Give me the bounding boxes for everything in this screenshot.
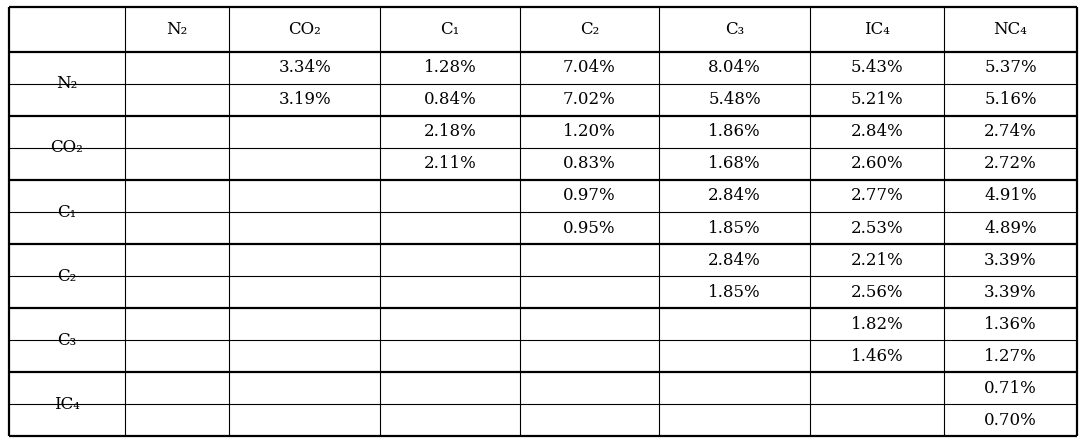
Text: N₂: N₂: [166, 21, 188, 38]
Text: 2.60%: 2.60%: [850, 155, 904, 172]
Text: 5.37%: 5.37%: [984, 59, 1037, 76]
Text: 2.84%: 2.84%: [708, 252, 761, 268]
Text: 2.77%: 2.77%: [850, 187, 904, 205]
Text: 5.43%: 5.43%: [850, 59, 904, 76]
Text: 8.04%: 8.04%: [708, 59, 761, 76]
Text: 0.97%: 0.97%: [564, 187, 616, 205]
Text: 2.84%: 2.84%: [850, 124, 904, 140]
Text: 1.27%: 1.27%: [984, 348, 1037, 365]
Text: 7.02%: 7.02%: [563, 91, 616, 109]
Text: C₁: C₁: [441, 21, 459, 38]
Text: 4.91%: 4.91%: [984, 187, 1037, 205]
Text: 5.21%: 5.21%: [850, 91, 904, 109]
Text: 0.95%: 0.95%: [564, 220, 616, 237]
Text: C₁: C₁: [58, 203, 76, 221]
Text: 3.39%: 3.39%: [984, 284, 1037, 301]
Text: 1.85%: 1.85%: [708, 220, 761, 237]
Text: 2.18%: 2.18%: [424, 124, 477, 140]
Text: N₂: N₂: [56, 75, 77, 92]
Text: C₃: C₃: [725, 21, 744, 38]
Text: C₂: C₂: [580, 21, 599, 38]
Text: 2.56%: 2.56%: [850, 284, 904, 301]
Text: CO₂: CO₂: [50, 140, 84, 156]
Text: 3.19%: 3.19%: [279, 91, 331, 109]
Text: IC₄: IC₄: [54, 396, 79, 413]
Text: 0.84%: 0.84%: [424, 91, 477, 109]
Text: CO₂: CO₂: [289, 21, 321, 38]
Text: 2.84%: 2.84%: [708, 187, 761, 205]
Text: 2.74%: 2.74%: [984, 124, 1037, 140]
Text: 2.72%: 2.72%: [984, 155, 1037, 172]
Text: 2.53%: 2.53%: [850, 220, 904, 237]
Text: IC₄: IC₄: [864, 21, 889, 38]
Text: 3.34%: 3.34%: [278, 59, 331, 76]
Text: 1.86%: 1.86%: [708, 124, 761, 140]
Text: 1.46%: 1.46%: [850, 348, 904, 365]
Text: 1.68%: 1.68%: [708, 155, 761, 172]
Text: 1.28%: 1.28%: [424, 59, 477, 76]
Text: 1.20%: 1.20%: [563, 124, 616, 140]
Text: 0.83%: 0.83%: [563, 155, 616, 172]
Text: 1.82%: 1.82%: [850, 316, 904, 333]
Text: C₃: C₃: [58, 332, 76, 349]
Text: 5.48%: 5.48%: [708, 91, 761, 109]
Text: 7.04%: 7.04%: [563, 59, 616, 76]
Text: 2.11%: 2.11%: [424, 155, 477, 172]
Text: C₂: C₂: [58, 268, 76, 284]
Text: 4.89%: 4.89%: [984, 220, 1037, 237]
Text: 1.36%: 1.36%: [984, 316, 1037, 333]
Text: NC₄: NC₄: [994, 21, 1027, 38]
Text: 0.70%: 0.70%: [984, 412, 1037, 429]
Text: 1.85%: 1.85%: [708, 284, 761, 301]
Text: 5.16%: 5.16%: [984, 91, 1037, 109]
Text: 0.71%: 0.71%: [984, 380, 1037, 397]
Text: 2.21%: 2.21%: [850, 252, 904, 268]
Text: 3.39%: 3.39%: [984, 252, 1037, 268]
